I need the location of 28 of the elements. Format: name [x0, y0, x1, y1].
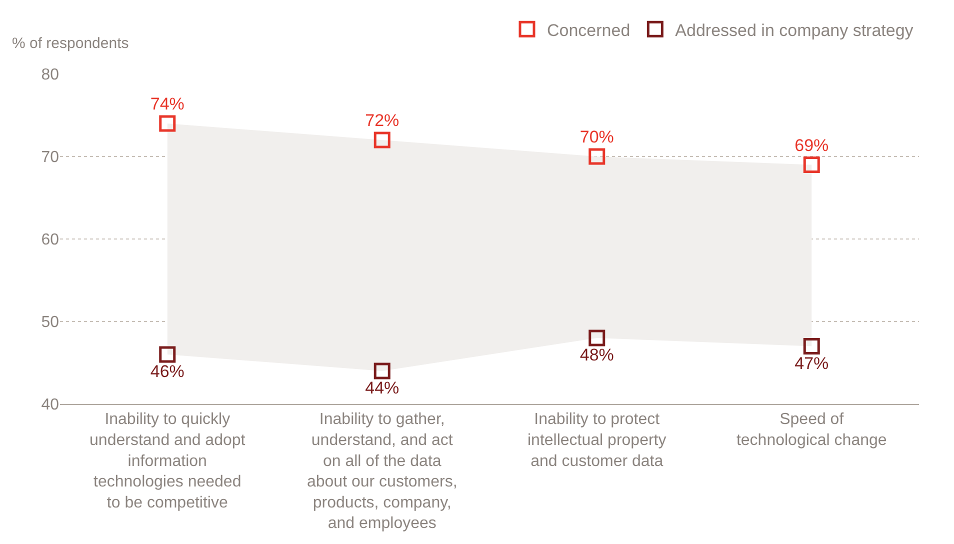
y-tick-label: 60 [41, 232, 60, 249]
data-label: 70% [580, 128, 614, 146]
y-tick-label: 70 [41, 149, 60, 166]
point [159, 115, 176, 132]
point [374, 132, 390, 148]
legend-label: Concerned [547, 20, 630, 40]
point [803, 338, 820, 354]
y-tick-label: 50 [41, 314, 60, 332]
data-label: 44% [365, 378, 400, 398]
point [374, 362, 390, 380]
data-label: 74% [150, 94, 184, 114]
data-label: 47% [794, 354, 829, 373]
data-label: 46% [150, 362, 184, 381]
legend-label: Addressed in company strategy [675, 20, 914, 40]
y-tick-label: 80 [41, 66, 60, 84]
x-tick-label: Speed of technological change [736, 411, 887, 449]
x-tick-label: Inability to quickly understand and adopt information technologies needed to be competitive [90, 411, 246, 512]
point [588, 148, 606, 165]
y-tick-label: 40 [41, 396, 60, 414]
x-tick-label: Inability to protect intellectual property and customer data [528, 411, 666, 470]
data-label: 69% [794, 136, 829, 155]
x-tick-label: Inability to gather, understand, and act on all of the data about our customers, products, company, and employees [306, 411, 458, 532]
data-label: 48% [580, 346, 614, 364]
point [803, 156, 820, 173]
point [588, 330, 606, 346]
data-label: 72% [365, 111, 400, 130]
y-axis-title: % of respondents [12, 35, 129, 52]
point [159, 346, 176, 363]
